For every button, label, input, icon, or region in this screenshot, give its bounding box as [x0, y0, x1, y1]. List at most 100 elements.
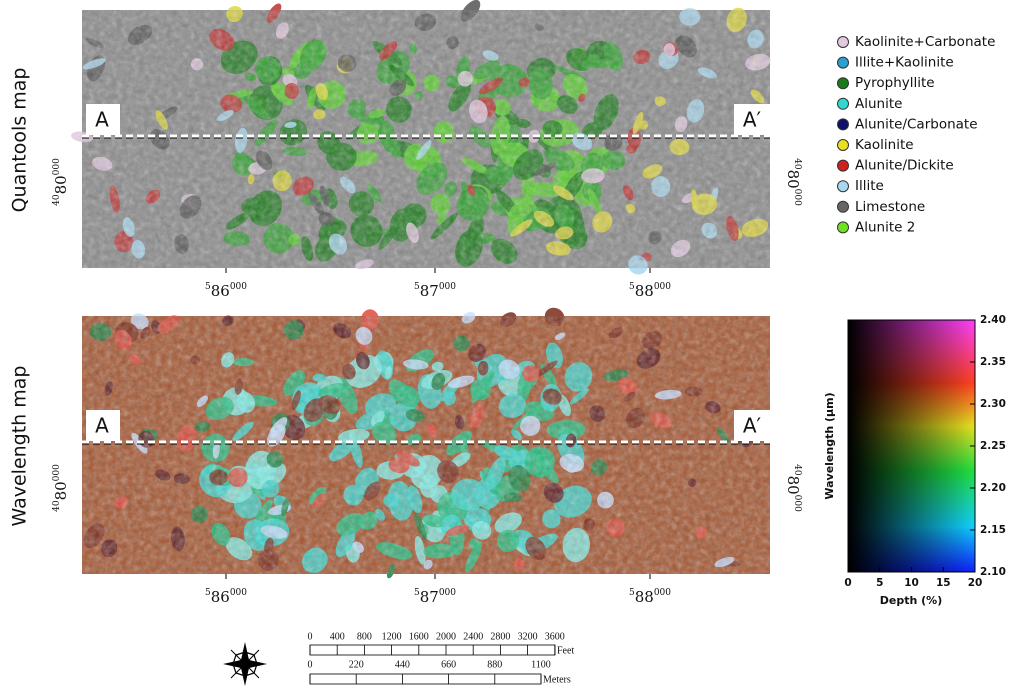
section-start: A — [95, 414, 109, 438]
x-coord-label: 588000 — [629, 282, 671, 301]
meters-label: 880 — [487, 659, 502, 670]
legend-label: Alunite — [855, 96, 902, 112]
x-tick-label: 0 — [844, 577, 851, 589]
meters-label: 440 — [395, 659, 410, 670]
coord-suffix: 000 — [230, 588, 247, 598]
coord-suffix: 000 — [52, 158, 62, 175]
feet-label: 400 — [330, 631, 345, 642]
legend-label: Limestone — [855, 199, 925, 215]
y-tick-label: 2.15 — [980, 524, 1006, 536]
north-arrow — [223, 642, 267, 686]
coord-main: 86 — [211, 282, 230, 300]
coord-suffix: 000 — [793, 189, 803, 206]
feet-unit: Feet — [557, 645, 574, 656]
y-coord-label: 4080000 — [52, 464, 71, 512]
x-coord-label: 586000 — [205, 282, 247, 301]
feet-label: 3200 — [518, 631, 538, 642]
legend-swatch — [838, 201, 849, 212]
feet-label: 2400 — [463, 631, 483, 642]
y-coord-label: 4080000 — [784, 158, 803, 206]
coord-prefix: 40 — [793, 464, 803, 476]
feet-label: 0 — [308, 631, 313, 642]
coord-main: 80 — [52, 175, 70, 194]
legend-swatch — [838, 181, 849, 192]
panel-title: Quantools map — [9, 68, 31, 213]
coord-main: 86 — [211, 588, 230, 606]
coord-prefix: 40 — [52, 500, 62, 512]
coord-main: 88 — [635, 282, 654, 300]
coord-prefix: 40 — [52, 194, 62, 206]
coord-main: 80 — [52, 481, 70, 500]
coord-suffix: 000 — [654, 282, 671, 292]
x-coord-label: 587000 — [414, 588, 456, 607]
legend: Kaolinite+Carbonate Illite+Kaolinite Pyrop… — [838, 34, 996, 235]
colorbar-xlabel: Depth (%) — [880, 594, 942, 607]
y-tick-label: 2.25 — [980, 440, 1006, 452]
legend-swatch — [838, 57, 849, 68]
colorbar-ylabel: Wavelength (μm) — [823, 392, 836, 499]
coord-prefix: 40 — [793, 158, 803, 170]
legend-swatch — [838, 222, 849, 233]
legend-swatch — [838, 98, 849, 109]
legend-swatch — [838, 78, 849, 89]
legend-label: Kaolinite — [855, 137, 914, 153]
y-tick-label: 2.10 — [980, 566, 1006, 578]
feet-bar — [310, 645, 555, 655]
section-end: A′ — [743, 414, 762, 438]
y-tick-label: 2.30 — [980, 398, 1006, 410]
coord-main: 87 — [420, 588, 439, 606]
legend-swatch — [838, 140, 849, 151]
x-coord-label: 588000 — [629, 588, 671, 607]
feet-label: 800 — [357, 631, 372, 642]
legend-label: Alunite 2 — [855, 219, 915, 235]
figure: AA′Quantools map586000587000588000408000… — [0, 0, 1026, 692]
feet-label: 1600 — [409, 631, 429, 642]
y-tick-label: 2.20 — [980, 482, 1006, 494]
section-start: A — [95, 108, 109, 132]
meters-label: 0 — [308, 659, 313, 670]
x-tick-label: 20 — [968, 577, 983, 589]
section-end: A′ — [743, 108, 762, 132]
map-texture — [82, 10, 770, 268]
legend-label: Alunite/Dickite — [855, 158, 954, 174]
feet-label: 2800 — [490, 631, 510, 642]
legend-label: Kaolinite+Carbonate — [855, 34, 995, 50]
meters-label: 1100 — [531, 659, 551, 670]
legend-swatch — [838, 119, 849, 130]
coord-suffix: 000 — [654, 588, 671, 598]
colorbar: Wavelength (μm) Depth (%) 2.10 2.15 2.20 2.… — [823, 314, 1006, 607]
legend-label: Illite+Kaolinite — [855, 55, 954, 71]
y-coord-label: 4080000 — [784, 464, 803, 512]
meters-label: 660 — [441, 659, 456, 670]
coord-main: 88 — [635, 588, 654, 606]
coord-main: 80 — [784, 476, 802, 495]
feet-label: 1200 — [382, 631, 402, 642]
coord-main: 80 — [784, 170, 802, 189]
y-coord-label: 4080000 — [52, 158, 71, 206]
legend-swatch — [838, 37, 849, 48]
y-tick-label: 2.35 — [980, 356, 1006, 368]
coord-suffix: 000 — [230, 282, 247, 292]
feet-label: 3600 — [545, 631, 565, 642]
panel-title: Wavelength map — [9, 366, 31, 527]
coord-suffix: 000 — [439, 282, 456, 292]
legend-label: Illite — [855, 178, 884, 194]
x-tick-label: 5 — [876, 577, 883, 589]
legend-swatch — [838, 160, 849, 171]
legend-label: Alunite/Carbonate — [855, 116, 978, 132]
x-coord-label: 586000 — [205, 588, 247, 607]
y-tick-label: 2.40 — [980, 314, 1006, 326]
meters-label: 220 — [349, 659, 364, 670]
meters-bar — [310, 674, 541, 684]
map-texture — [82, 316, 770, 574]
coord-suffix: 000 — [52, 464, 62, 481]
x-coord-label: 587000 — [414, 282, 456, 301]
colorbar-depth — [848, 320, 975, 572]
x-tick-label: 10 — [904, 577, 919, 589]
coord-suffix: 000 — [793, 495, 803, 512]
legend-label: Pyrophyllite — [855, 75, 935, 91]
